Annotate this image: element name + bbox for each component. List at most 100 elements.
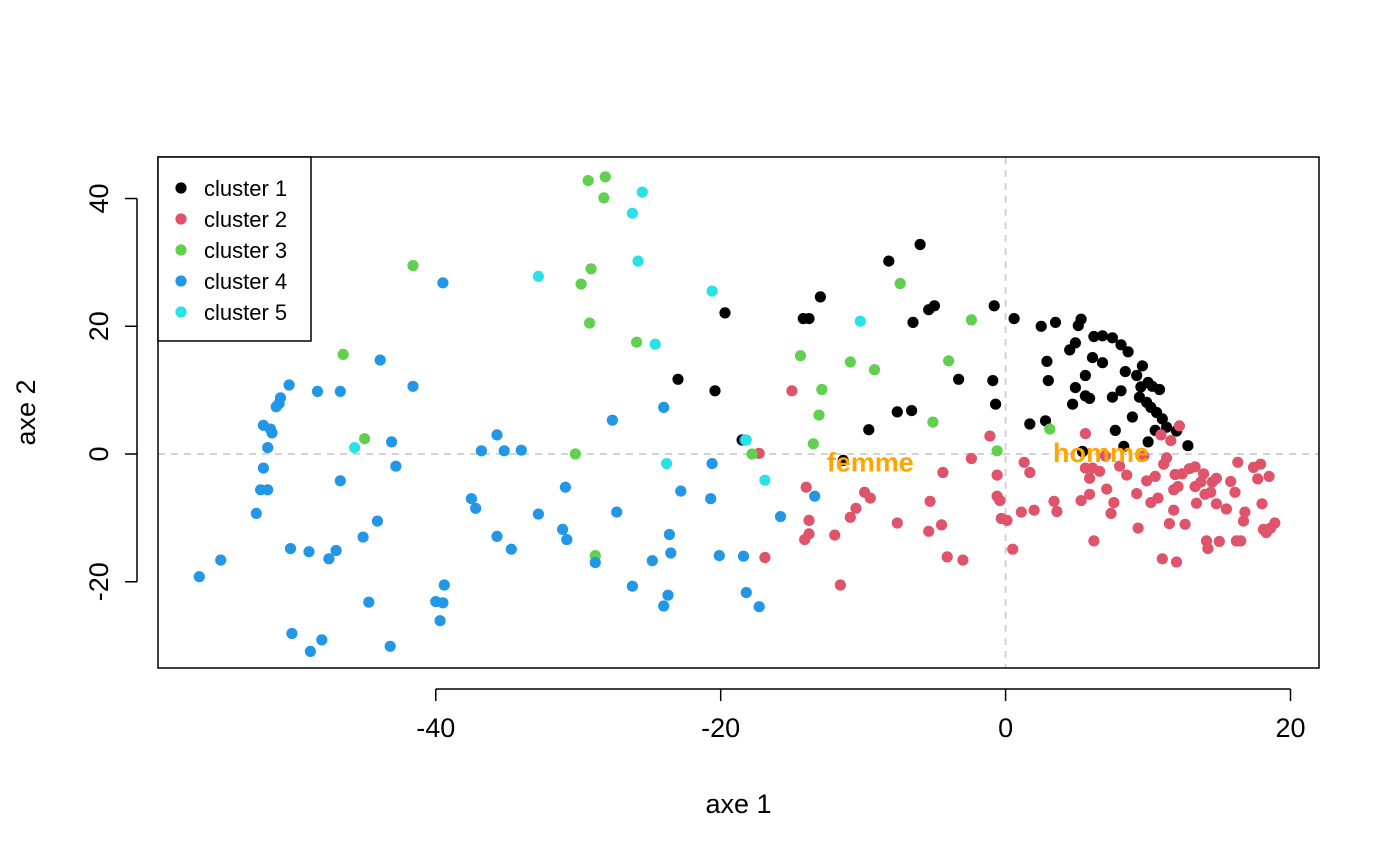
point-cluster-4: [284, 543, 297, 555]
point-cluster-1: [1115, 339, 1127, 351]
point-cluster-1: [1142, 436, 1154, 448]
point-cluster-2: [1213, 535, 1225, 548]
y-tick-label: 0: [84, 447, 114, 462]
x-tick-label: 20: [1275, 713, 1305, 743]
point-cluster-3: [575, 278, 587, 290]
point-cluster-2: [1028, 504, 1040, 516]
point-cluster-2: [941, 551, 953, 563]
point-cluster-2: [1155, 429, 1167, 441]
point-cluster-2: [800, 481, 812, 493]
point-cluster-2: [1235, 535, 1247, 547]
y-axis: -20 0 20 40: [84, 183, 138, 601]
point-cluster-2: [1198, 468, 1210, 480]
point-cluster-1: [987, 375, 999, 387]
point-cluster-4: [303, 546, 315, 558]
point-cluster-4: [304, 645, 316, 658]
point-cluster-4: [675, 485, 687, 497]
point-cluster-2: [924, 495, 936, 507]
point-cluster-4: [611, 506, 623, 518]
point-cluster-2: [991, 469, 1003, 481]
legend-label: cluster 1: [204, 176, 287, 201]
point-cluster-1: [1086, 352, 1099, 364]
point-cluster-3: [598, 192, 610, 204]
point-cluster-4: [774, 510, 787, 523]
point-cluster-4: [323, 553, 335, 565]
point-cluster-3: [582, 175, 594, 187]
point-cluster-5: [854, 315, 866, 327]
point-cluster-1: [1122, 346, 1134, 358]
point-cluster-4: [706, 458, 718, 470]
point-cluster-4: [283, 379, 295, 391]
point-cluster-5: [349, 442, 361, 454]
point-cluster-2: [1007, 543, 1019, 555]
point-cluster-2: [984, 430, 996, 442]
annotation-femme: femme: [827, 448, 914, 478]
point-cluster-1: [1079, 369, 1091, 382]
point-cluster-2: [1205, 486, 1217, 498]
point-cluster-4: [437, 597, 449, 609]
point-cluster-2: [1161, 452, 1173, 464]
point-cluster-2: [864, 492, 876, 504]
point-cluster-2: [1232, 456, 1244, 468]
point-cluster-3: [844, 356, 856, 368]
point-cluster-1: [803, 313, 815, 325]
point-cluster-2: [834, 579, 847, 591]
annotations: femme homme: [827, 438, 1149, 478]
point-cluster-2: [1094, 465, 1106, 477]
point-cluster-4: [470, 502, 482, 514]
legend-label: cluster 3: [204, 238, 287, 263]
point-cluster-4: [250, 507, 262, 519]
point-cluster-2: [803, 528, 815, 540]
point-cluster-3: [807, 438, 819, 450]
point-cluster-2: [1084, 472, 1096, 484]
point-cluster-4: [713, 550, 725, 562]
point-cluster-4: [491, 530, 503, 543]
point-cluster-2: [1252, 473, 1264, 485]
legend-label: cluster 4: [204, 269, 287, 294]
legend-marker: [175, 213, 187, 225]
point-cluster-1: [1118, 440, 1130, 452]
point-cluster-5: [636, 186, 648, 198]
point-cluster-3: [816, 383, 828, 396]
point-cluster-2: [1079, 428, 1091, 440]
point-cluster-2: [1075, 495, 1087, 507]
point-cluster-5: [632, 255, 644, 267]
point-cluster-1: [906, 405, 918, 417]
point-cluster-1: [1069, 382, 1081, 394]
point-cluster-4: [390, 460, 402, 472]
point-cluster-3: [927, 416, 939, 428]
point-cluster-2: [1048, 495, 1060, 507]
point-cluster-2: [1131, 488, 1143, 500]
point-cluster-2: [1269, 517, 1281, 529]
point-cluster-2: [1114, 460, 1126, 472]
point-cluster-4: [257, 462, 269, 474]
point-cluster-3: [794, 350, 807, 362]
point-cluster-4: [311, 385, 324, 397]
point-cluster-1: [1067, 398, 1079, 410]
point-cluster-1: [1156, 413, 1168, 425]
point-cluster-2: [1156, 553, 1168, 565]
annotation-homme: homme: [1053, 438, 1149, 468]
point-cluster-4: [438, 579, 450, 591]
point-cluster-2: [803, 514, 815, 527]
point-cluster-3: [965, 314, 978, 326]
point-cluster-2: [1138, 450, 1150, 462]
point-cluster-2: [1173, 420, 1185, 432]
reference-lines: [158, 157, 1319, 668]
y-tick-label: 40: [84, 183, 114, 213]
point-cluster-4: [334, 475, 346, 487]
point-cluster-1: [814, 291, 827, 303]
point-cluster-3: [943, 355, 955, 367]
point-cluster-4: [334, 385, 346, 397]
point-cluster-2: [994, 495, 1006, 507]
point-cluster-2: [1108, 497, 1120, 509]
point-cluster-2: [957, 554, 969, 566]
point-cluster-2: [1190, 497, 1203, 509]
point-cluster-3: [894, 277, 906, 290]
point-cluster-2: [1051, 505, 1063, 518]
point-cluster-2: [1225, 475, 1237, 488]
point-cluster-2: [1237, 515, 1250, 527]
point-cluster-1: [1115, 385, 1127, 397]
point-cluster-2: [1149, 470, 1161, 482]
point-cluster-2: [1170, 556, 1183, 568]
